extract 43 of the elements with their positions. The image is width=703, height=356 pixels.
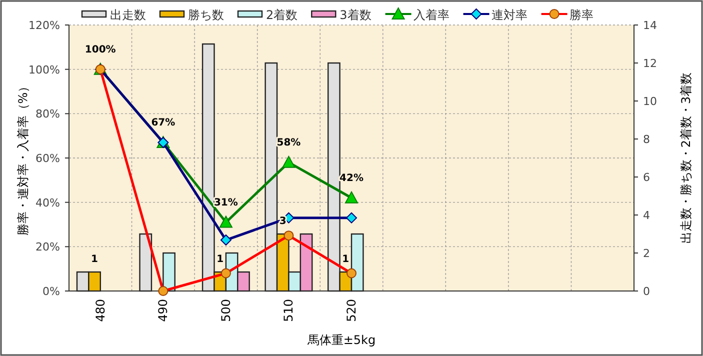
data-label: 1: [91, 254, 98, 265]
legend-label: 入着率: [413, 8, 450, 22]
y2-tick-label: 4: [643, 209, 650, 222]
y2-tick-label: 8: [643, 133, 650, 146]
bar: [139, 233, 152, 292]
y2-axis-title: 出走数・勝ち数・2着数・3着数: [679, 72, 693, 244]
y-tick-label: 100%: [28, 63, 60, 76]
legend-label: 出走数: [110, 8, 146, 22]
point: [345, 191, 358, 204]
data-label: 58%: [276, 137, 301, 148]
legend-label: 連対率: [491, 8, 528, 22]
y2-tick-label: 6: [643, 171, 650, 184]
y-tick-label: 0%: [42, 285, 60, 298]
y2-tick-label: 12: [643, 57, 657, 70]
bar: [162, 252, 176, 292]
y-tick-label: 120%: [28, 19, 60, 32]
y2-tick-label: 14: [643, 19, 657, 32]
data-label: 1: [216, 254, 224, 265]
data-label: 1: [342, 254, 350, 265]
data-label: 67%: [151, 117, 176, 128]
point: [220, 234, 232, 246]
legend-label: 3着数: [340, 8, 372, 22]
legend-label: 2着数: [266, 8, 298, 22]
y-axis-title: 勝率・連対率・入着率（%）: [16, 80, 30, 236]
point: [346, 212, 357, 224]
point: [282, 156, 296, 168]
y-tick-label: 60%: [36, 152, 60, 165]
legend-label: 勝ち数: [188, 8, 224, 22]
x-axis-title: 馬体重±5kg: [306, 333, 376, 347]
x-tick-label: 510: [282, 299, 296, 322]
y2-tick-label: 0: [643, 285, 650, 298]
data-label: 100%: [84, 44, 116, 56]
y-tick-label: 20%: [36, 240, 60, 254]
y-tick-label: 80%: [36, 108, 60, 121]
legend-label: 勝率: [569, 8, 594, 22]
x-tick-label: 490: [156, 299, 170, 322]
y-tick-label: 40%: [36, 196, 60, 210]
y2-tick-label: 2: [643, 247, 650, 260]
x-tick-label: 500: [218, 299, 233, 322]
point: [219, 216, 232, 228]
x-tick-label: 480: [93, 299, 108, 322]
y2-tick-label: 10: [643, 95, 657, 108]
x-tick-label: 520: [344, 299, 358, 322]
